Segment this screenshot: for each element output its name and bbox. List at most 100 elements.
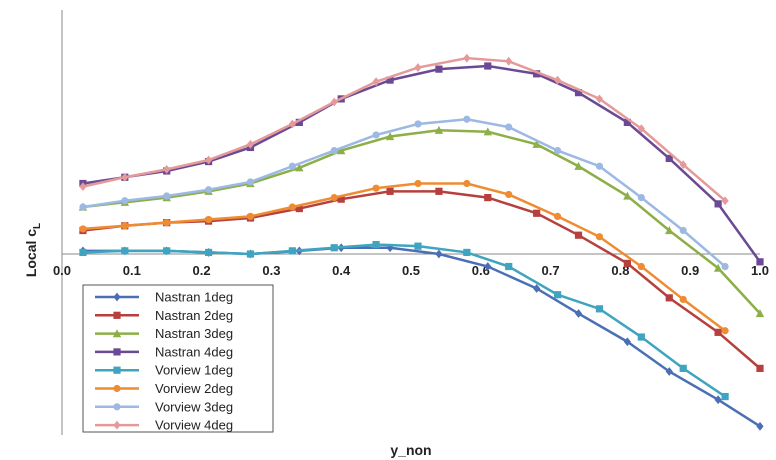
data-point-vorview-2deg: [414, 179, 422, 188]
data-point-nastran-3deg: [532, 139, 541, 148]
data-point-vorview-4deg: [121, 172, 129, 182]
data-point-nastran-3deg: [295, 163, 304, 172]
data-point-nastran-2deg: [714, 328, 722, 336]
series-line-vorview-1deg: [82, 243, 726, 398]
data-point-nastran-1deg: [574, 309, 583, 318]
data-point-nastran-2deg: [484, 194, 492, 202]
data-point-vorview-3deg: [595, 162, 604, 170]
legend-label-nastran-1deg: Nastran 1deg: [155, 290, 233, 305]
data-point-nastran-4deg: [484, 62, 492, 70]
data-point-vorview-4deg: [505, 56, 513, 66]
x-tick-label: 0.5: [402, 263, 420, 278]
data-point-nastran-3deg: [755, 309, 765, 318]
data-point-vorview-3deg: [553, 147, 562, 155]
legend-marker-vorview-1deg: [113, 366, 121, 374]
data-point-vorview-1deg: [204, 248, 213, 257]
data-point-vorview-2deg: [121, 222, 129, 230]
data-point-vorview-4deg: [372, 77, 380, 87]
data-point-nastran-1deg: [533, 284, 541, 293]
data-point-nastran-3deg: [483, 127, 492, 136]
data-point-vorview-3deg: [463, 115, 471, 123]
data-point-nastran-3deg: [574, 161, 583, 170]
x-axis-title: y_non: [390, 442, 431, 458]
series-nastran-3deg: [78, 125, 765, 318]
legend-marker-nastran-1deg: [113, 292, 121, 302]
data-point-nastran-4deg: [623, 118, 631, 126]
series-layer: [78, 53, 765, 431]
legend-label-vorview-4deg: Vorview 4deg: [155, 418, 233, 433]
data-point-vorview-1deg: [121, 247, 129, 255]
data-point-nastran-2deg: [337, 195, 345, 203]
legend-marker-nastran-2deg: [113, 311, 121, 319]
data-point-vorview-3deg: [372, 131, 380, 139]
data-point-vorview-1deg: [463, 248, 471, 257]
data-point-vorview-4deg: [330, 97, 338, 107]
data-point-vorview-1deg: [288, 247, 296, 255]
data-point-vorview-3deg: [204, 186, 213, 194]
data-point-vorview-1deg: [721, 392, 729, 401]
axes: [61, 10, 760, 435]
data-point-nastran-2deg: [623, 259, 631, 267]
data-point-nastran-1deg: [714, 395, 722, 405]
series-line-vorview-4deg: [82, 56, 726, 202]
data-point-nastran-1deg: [756, 421, 764, 431]
data-point-vorview-2deg: [330, 194, 338, 202]
data-point-nastran-4deg: [435, 65, 443, 73]
data-point-nastran-4deg: [533, 70, 541, 78]
data-point-vorview-2deg: [553, 212, 562, 220]
data-point-nastran-4deg: [574, 89, 583, 97]
data-point-vorview-2deg: [79, 225, 87, 233]
data-point-vorview-2deg: [721, 327, 729, 335]
data-point-vorview-2deg: [163, 219, 171, 227]
legend-label-vorview-1deg: Vorview 1deg: [155, 363, 233, 378]
x-tick-label: 0.2: [193, 263, 211, 278]
series-vorview-1deg: [79, 241, 729, 401]
data-point-vorview-1deg: [414, 242, 422, 250]
data-point-nastran-2deg: [295, 204, 303, 213]
data-point-vorview-1deg: [246, 250, 255, 258]
data-point-nastran-3deg: [385, 132, 395, 141]
data-point-nastran-2deg: [756, 364, 764, 372]
data-point-nastran-3deg: [713, 263, 723, 272]
data-point-nastran-1deg: [623, 337, 631, 347]
data-point-vorview-3deg: [330, 147, 338, 155]
data-point-vorview-1deg: [372, 241, 380, 249]
legend-label-nastran-4deg: Nastran 4deg: [155, 344, 233, 359]
legend-marker-vorview-3deg: [113, 403, 121, 411]
data-point-vorview-1deg: [637, 333, 645, 341]
data-point-vorview-2deg: [246, 212, 255, 220]
legend-marker-nastran-4deg: [113, 348, 121, 356]
data-point-vorview-2deg: [288, 203, 296, 211]
data-point-vorview-4deg: [637, 124, 645, 134]
data-point-nastran-3deg: [623, 191, 632, 200]
data-point-vorview-4deg: [553, 75, 562, 85]
data-point-vorview-4deg: [721, 196, 729, 206]
data-point-vorview-1deg: [553, 291, 562, 299]
data-point-vorview-1deg: [679, 364, 687, 372]
data-point-vorview-2deg: [505, 190, 513, 199]
data-point-vorview-2deg: [372, 184, 380, 192]
data-point-nastran-2deg: [435, 187, 443, 195]
data-point-nastran-1deg: [665, 367, 673, 376]
data-point-vorview-3deg: [246, 178, 255, 186]
legend-label-vorview-2deg: Vorview 2deg: [155, 381, 233, 396]
series-vorview-2deg: [79, 179, 729, 335]
data-point-nastran-4deg: [756, 258, 764, 266]
x-tick-label: 1.0: [751, 263, 769, 278]
series-line-nastran-4deg: [82, 64, 762, 263]
data-point-vorview-4deg: [463, 53, 471, 63]
x-tick-labels: 0.0 0.1 0.2 0.3 0.4 0.5 0.6 0.7 0.8 0.9 1.0: [53, 263, 769, 278]
data-point-vorview-1deg: [595, 305, 604, 313]
data-point-vorview-3deg: [721, 262, 729, 271]
legend-marker-vorview-4deg: [113, 420, 121, 430]
series-line-vorview-3deg: [82, 118, 726, 268]
legend-label-vorview-3deg: Vorview 3deg: [155, 399, 233, 414]
data-point-nastran-3deg: [337, 146, 346, 155]
series-line-nastran-3deg: [82, 128, 761, 315]
data-point-vorview-2deg: [637, 262, 645, 271]
data-point-vorview-3deg: [163, 192, 171, 200]
data-point-vorview-4deg: [414, 63, 422, 72]
series-line-vorview-2deg: [82, 182, 726, 332]
data-point-vorview-1deg: [330, 244, 338, 252]
